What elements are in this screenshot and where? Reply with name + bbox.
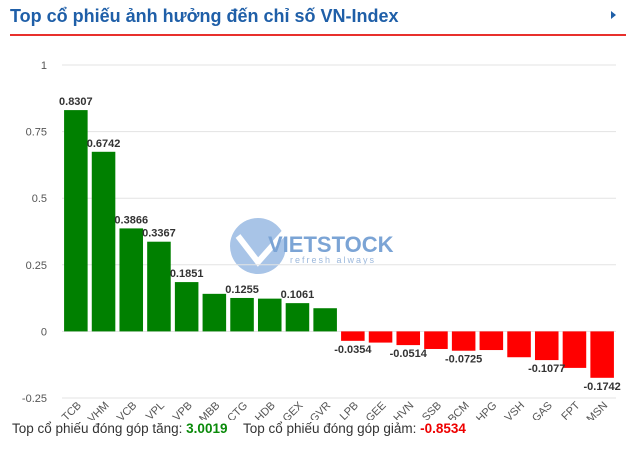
x-tick-label: MBB — [197, 400, 222, 420]
chevron-right-icon[interactable] — [611, 11, 616, 19]
data-label: 0.8307 — [59, 96, 93, 108]
bar-GVR — [313, 308, 337, 332]
x-tick-label: VCB — [115, 400, 139, 420]
x-tick-label: MSN — [584, 400, 610, 420]
x-tick-label: BCM — [446, 400, 472, 420]
up-value: 3.0019 — [186, 421, 228, 436]
down-value: -0.8534 — [420, 421, 466, 436]
x-tick-label: HPG — [474, 400, 499, 420]
x-tick-label: GEE — [364, 400, 389, 420]
bar-VHM — [91, 151, 116, 332]
bar-HDB — [257, 298, 282, 332]
bar-MSN — [590, 331, 614, 378]
bar-VCB — [119, 228, 144, 332]
bar-SSB — [424, 331, 448, 349]
y-tick-label: 0.5 — [32, 193, 47, 205]
bar-TCB — [64, 110, 88, 332]
bar-MBB — [202, 293, 227, 332]
y-tick-label: -0.25 — [22, 393, 47, 405]
x-tick-label: VSH — [503, 400, 528, 420]
data-label: -0.1742 — [583, 381, 620, 393]
bar-LPB — [341, 331, 365, 341]
data-label: -0.0725 — [445, 354, 482, 366]
x-tick-label: FPT — [559, 399, 582, 420]
watermark-logo: VIETSTOCK refresh always — [230, 218, 394, 274]
data-label: 0.3866 — [114, 214, 148, 226]
x-tick-label: GAS — [530, 400, 555, 420]
data-label: 0.1851 — [170, 268, 204, 280]
x-tick-label: HDB — [253, 400, 278, 420]
data-label: 0.1061 — [281, 289, 315, 301]
summary-footer: Top cổ phiếu đóng góp tăng: 3.0019 Top c… — [12, 421, 466, 436]
x-tick-label: GVR — [308, 400, 333, 420]
x-tick-label: CTG — [225, 400, 250, 420]
chart-header: Top cổ phiếu ảnh hưởng đến chỉ số VN-Ind… — [10, 0, 626, 36]
x-tick-label: LPB — [338, 400, 361, 420]
bar-BCM — [451, 331, 476, 351]
data-label: 0.6742 — [87, 138, 121, 150]
bar-HVN — [396, 331, 421, 346]
x-tick-label: VPB — [171, 400, 195, 420]
bar-HPG — [479, 331, 504, 351]
up-label: Top cổ phiếu đóng góp tăng: — [12, 421, 183, 436]
watermark-tagline: refresh always — [290, 255, 376, 265]
bar-FPT — [562, 331, 587, 368]
bar-GEE — [368, 331, 393, 343]
bar-chart: VIETSTOCK refresh always 1 0.75 0.5 0.25 0 -0… — [22, 60, 621, 420]
bar-CTG — [230, 297, 254, 332]
y-tick-label: 0.75 — [26, 127, 47, 139]
x-tick-label: TCB — [60, 400, 84, 420]
data-label: -0.1077 — [528, 363, 565, 375]
x-tick-label: HVN — [391, 400, 416, 420]
watermark-brand: VIETSTOCK — [268, 232, 394, 257]
y-tick-label: 0.25 — [26, 260, 47, 272]
x-tick-label: SSB — [420, 400, 444, 420]
x-tick-label: VPL — [144, 400, 167, 420]
y-tick-label: 1 — [41, 60, 47, 72]
data-label: -0.0354 — [334, 344, 372, 356]
x-tick-label: GEX — [281, 399, 306, 420]
data-label: 0.3367 — [142, 228, 176, 240]
chart-title: Top cổ phiếu ảnh hưởng đến chỉ số VN-Ind… — [10, 6, 399, 26]
data-label: 0.1255 — [225, 284, 259, 296]
bar-VSH — [507, 331, 531, 358]
bar-VPL — [147, 241, 171, 332]
x-tick-label: VHM — [86, 400, 112, 420]
bar-VPB — [174, 282, 199, 332]
bar-GEX — [285, 303, 310, 332]
down-label: Top cổ phiếu đóng góp giảm: — [242, 421, 417, 436]
y-tick-label: 0 — [41, 326, 47, 338]
data-label: -0.0514 — [390, 348, 428, 360]
bar-GAS — [534, 331, 559, 361]
